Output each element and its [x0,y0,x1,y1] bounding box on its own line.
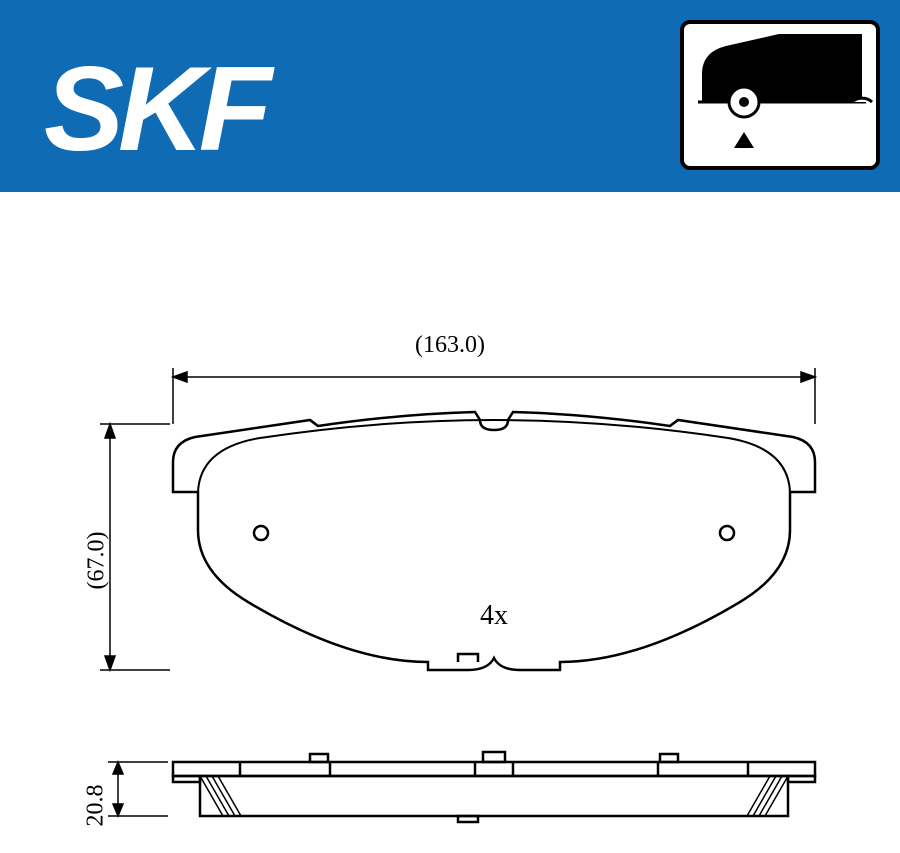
quantity-label: 4x [480,600,508,632]
drawing-svg [0,192,900,848]
dim-thickness [108,762,168,816]
dim-height [100,424,170,670]
header-bar: SKF [0,0,900,192]
dim-width [173,368,815,424]
dim-thickness-label: 20.8 [83,785,110,827]
vehicle-location-icon [680,20,880,170]
dim-width-label: (163.0) [415,332,485,359]
dim-height-label: (67.0) [83,532,110,590]
brand-logo: SKF [44,40,266,178]
brake-pad-edge-view [173,752,815,822]
technical-drawing: (163.0) (67.0) 20.8 4x [0,192,900,848]
brand-logo-text: SKF [44,42,266,176]
vehicle-svg [684,24,876,166]
